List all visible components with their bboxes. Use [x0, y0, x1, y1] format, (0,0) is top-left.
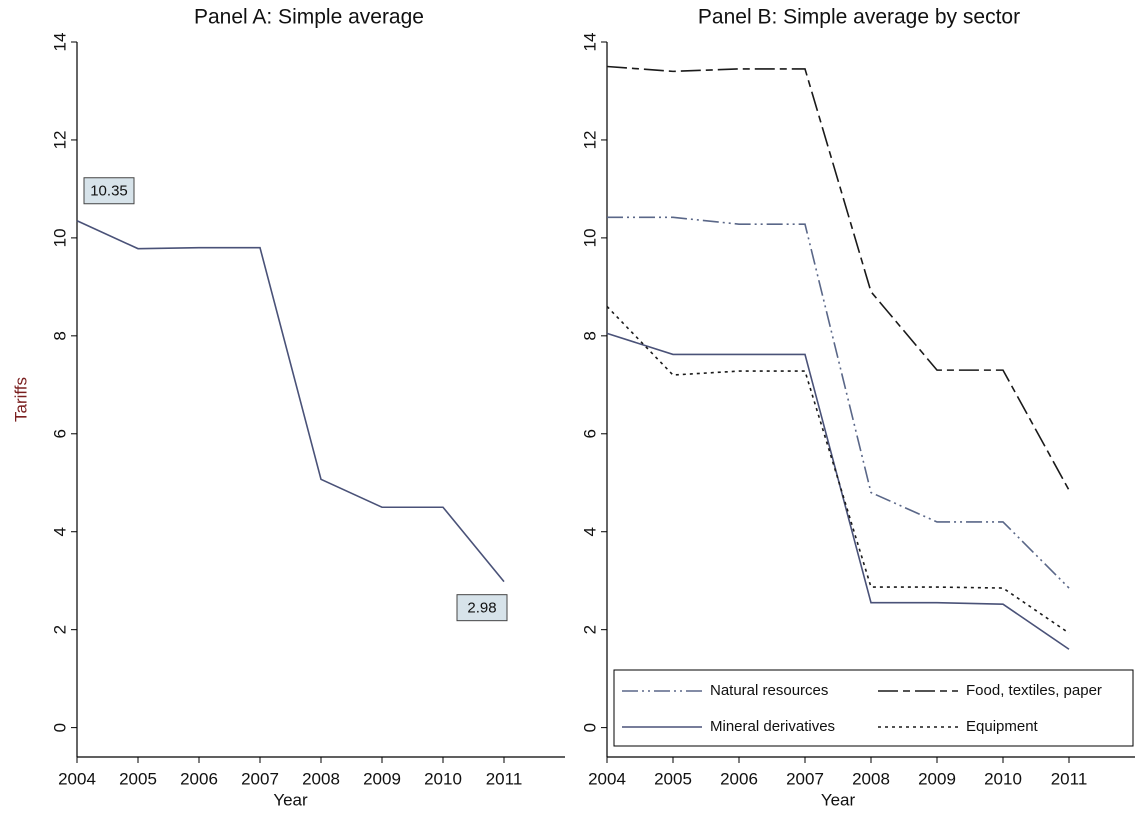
y-tick-label: 2 — [50, 625, 69, 634]
y-tick-label: 14 — [50, 33, 69, 52]
x-tick-label: 2008 — [852, 769, 890, 788]
y-tick-label: 8 — [580, 331, 599, 340]
x-tick-label: 2010 — [424, 769, 462, 788]
data-line — [606, 305, 1070, 634]
data-line — [76, 220, 505, 583]
y-tick-label: 12 — [50, 130, 69, 149]
x-tick-label: 2007 — [241, 769, 279, 788]
x-tick-label: 2006 — [720, 769, 758, 788]
x-tick-label: 2009 — [363, 769, 401, 788]
y-tick-label: 2 — [580, 625, 599, 634]
x-axis-label: Year — [821, 790, 856, 809]
x-tick-label: 2009 — [918, 769, 956, 788]
y-tick-label: 12 — [580, 130, 599, 149]
x-tick-label: 2006 — [180, 769, 218, 788]
legend-label: Food, textiles, paper — [966, 682, 1102, 699]
x-tick-label: 2011 — [486, 769, 523, 788]
data-line — [607, 216, 1070, 589]
y-axis-label: Tariffs — [11, 377, 30, 422]
legend-label: Mineral derivatives — [710, 718, 835, 735]
y-tick-label: 8 — [50, 331, 69, 340]
y-tick-label: 4 — [50, 527, 69, 536]
y-tick-label: 14 — [580, 33, 599, 52]
x-tick-label: 2008 — [302, 769, 340, 788]
x-tick-label: 2011 — [1051, 769, 1088, 788]
y-tick-label: 10 — [50, 228, 69, 247]
value-label: 2.98 — [467, 600, 496, 617]
panel-title: Panel A: Simple average — [194, 6, 424, 29]
y-tick-label: 6 — [50, 429, 69, 438]
x-tick-label: 2005 — [654, 769, 692, 788]
y-tick-label: 0 — [580, 723, 599, 732]
value-label-box — [83, 177, 135, 205]
value-label: 10.35 — [90, 183, 128, 200]
legend-box — [613, 669, 1134, 747]
legend-label: Natural resources — [710, 682, 828, 699]
x-tick-label: 2007 — [786, 769, 824, 788]
x-tick-label: 2004 — [588, 769, 626, 788]
y-tick-label: 10 — [580, 228, 599, 247]
y-tick-label: 4 — [580, 527, 599, 536]
x-tick-label: 2005 — [119, 769, 157, 788]
x-tick-label: 2010 — [984, 769, 1022, 788]
data-line — [606, 332, 1070, 650]
x-tick-label: 2004 — [58, 769, 96, 788]
panel-title: Panel B: Simple average by sector — [698, 6, 1020, 29]
data-line — [606, 65, 1070, 491]
x-axis-label: Year — [273, 790, 308, 809]
y-tick-label: 6 — [580, 429, 599, 438]
value-label-box — [456, 594, 508, 622]
y-tick-label: 0 — [50, 723, 69, 732]
legend-label: Equipment — [966, 718, 1039, 735]
